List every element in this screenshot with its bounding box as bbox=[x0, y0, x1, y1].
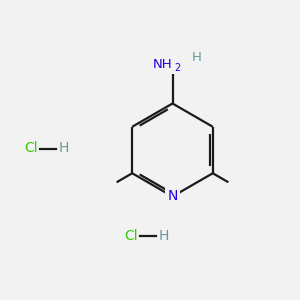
Text: Cl: Cl bbox=[124, 229, 138, 242]
Text: N: N bbox=[167, 190, 178, 203]
Text: H: H bbox=[159, 229, 169, 242]
Text: 2: 2 bbox=[174, 63, 180, 74]
Text: Cl: Cl bbox=[24, 142, 38, 155]
Text: H: H bbox=[58, 142, 69, 155]
Text: NH: NH bbox=[153, 58, 172, 71]
Text: H: H bbox=[192, 51, 202, 64]
